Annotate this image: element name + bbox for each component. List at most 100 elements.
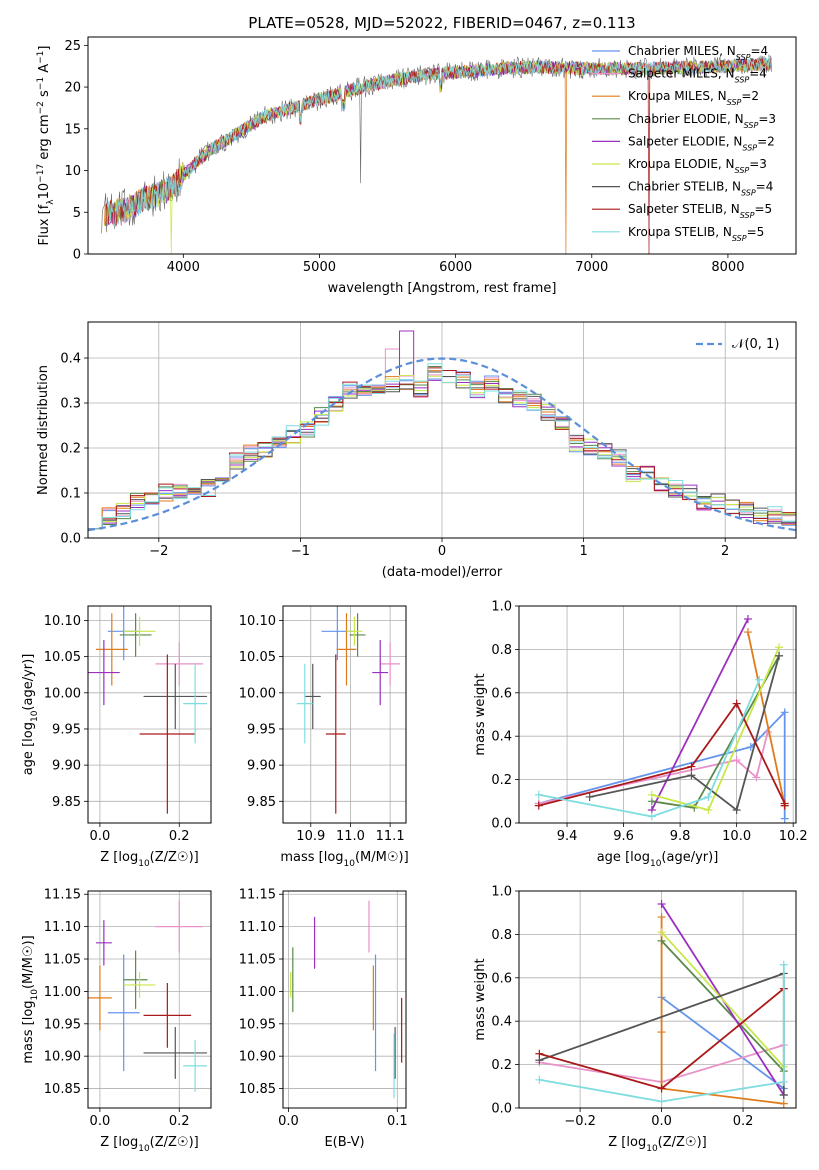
x-tick-label: −1	[291, 544, 310, 559]
axes-frame	[87, 890, 212, 1109]
y-tick-label: 11.00	[239, 985, 276, 1000]
y-tick-label: 0	[73, 248, 81, 263]
y-tick-label: 0.6	[491, 686, 512, 701]
errorbar-chabrier-stelib	[304, 663, 321, 729]
y-axis-label: mass weight	[473, 958, 488, 1040]
errorbar-kroupa-stelib	[183, 1039, 208, 1092]
x-tick-label: 0.0	[278, 1114, 299, 1129]
y-axis-label: Flux [fλ10−17 erg cm−2 s−1 A−1]	[36, 46, 56, 246]
y-tick-label: 0.6	[491, 971, 512, 986]
series-line	[650, 618, 749, 811]
y-tick-label: 10	[64, 164, 81, 179]
y-tick-label: 9.95	[52, 722, 81, 737]
data-point	[657, 1084, 666, 1093]
data-point	[657, 936, 666, 945]
y-tick-label: 11.05	[239, 953, 276, 968]
errorbar-kroupa-miles	[336, 613, 357, 686]
errorbar-chabrier-stelib	[143, 663, 208, 729]
x-tick-label: 9.8	[670, 829, 691, 844]
x-axis-label: Z [log10(Z/Z☉)]	[100, 1135, 198, 1154]
x-axis-label: E(B-V)	[324, 1135, 364, 1150]
figure-title: PLATE=0528, MJD=52022, FIBERID=0467, z=0…	[248, 14, 635, 32]
errorbar-chabrier-miles	[107, 954, 140, 1072]
y-tick-label: 0.0	[491, 817, 512, 832]
x-tick-label: 2	[721, 544, 729, 559]
weight-line-kroupa-elodie	[647, 643, 784, 814]
x-axis-label: Z [log10(Z/Z☉)]	[608, 1135, 706, 1154]
y-tick-label: 9.90	[247, 759, 276, 774]
spectrum-lines	[101, 54, 772, 254]
spectrum-legend: Chabrier MILES, NSSP=4 Salpeter MILES, NS…	[592, 44, 776, 242]
x-tick-label: 7000	[575, 260, 608, 275]
y-tick-label: 10.05	[44, 650, 81, 665]
data-point	[534, 790, 543, 799]
errorbars	[296, 606, 401, 814]
weight-lines	[534, 615, 789, 823]
data-point	[535, 1049, 544, 1058]
data-point	[657, 900, 666, 909]
normal-curve	[88, 357, 796, 532]
series-line	[661, 996, 785, 1090]
data-point	[657, 1028, 666, 1037]
legend-label: Salpeter STELIB, NSSP=5	[628, 202, 772, 220]
errorbar-kroupa-elodie	[123, 971, 156, 998]
panel-weight_vs_age: 9.4 9.6 9.8 10.0 10.2 0.0 0.2 0.4 0.6 0.8 1.0 age […	[473, 600, 808, 870]
y-tick-label: 11.10	[239, 920, 276, 935]
x-axis-label: mass [log10(M/M☉)]	[280, 850, 408, 869]
x-tick-label: −0.2	[564, 1114, 596, 1129]
data-point	[780, 708, 789, 717]
x-tick-label: 11.1	[376, 829, 405, 844]
x-tick-label: 0.1	[387, 1114, 408, 1129]
y-tick-label: 0.8	[491, 928, 512, 943]
data-point	[657, 928, 666, 937]
data-point	[535, 1075, 544, 1084]
x-tick-label: 11.0	[336, 829, 365, 844]
errorbar-chabrier-stelib	[143, 1027, 208, 1079]
y-tick-label: 0.1	[60, 487, 81, 502]
errorbar-salpeter-elodie	[95, 920, 112, 966]
data-point	[647, 812, 656, 821]
y-tick-label: 5	[73, 206, 81, 221]
y-tick-label: 9.85	[247, 795, 276, 810]
x-tick-label: 1	[579, 544, 587, 559]
y-tick-label: 10.05	[239, 650, 276, 665]
y-tick-label: 0.4	[491, 1015, 512, 1030]
data-point	[743, 615, 752, 624]
x-tick-label: 0.2	[169, 829, 190, 844]
y-tick-label: 11.15	[44, 888, 81, 903]
x-tick-label: 0.2	[169, 1114, 190, 1129]
series-line	[589, 655, 780, 812]
axes-frame	[87, 321, 797, 539]
y-tick-label: 10.90	[44, 1050, 81, 1065]
legend-label: 𝒩(0, 1)	[732, 337, 779, 352]
data-point	[732, 805, 741, 814]
data-point	[704, 792, 713, 801]
y-axis-label: Normed distribution	[36, 365, 51, 495]
y-tick-label: 0.0	[60, 532, 81, 547]
data-point	[779, 960, 788, 969]
data-point	[687, 771, 696, 780]
data-point	[743, 628, 752, 637]
data-point	[534, 801, 543, 810]
y-tick-label: 0.4	[491, 730, 512, 745]
y-tick-label: 20	[64, 81, 81, 96]
errorbar-salpeter-stelib	[325, 654, 346, 814]
axes-frame	[518, 890, 797, 1109]
legend-label: Salpeter ELODIE, NSSP=2	[628, 134, 775, 152]
y-tick-label: 9.95	[247, 722, 276, 737]
data-point	[775, 651, 784, 660]
x-axis-label: (data-model)/error	[382, 565, 503, 580]
errorbars	[88, 606, 208, 814]
legend-label: Chabrier STELIB, NSSP=4	[628, 180, 773, 198]
x-tick-label: 9.6	[613, 829, 634, 844]
errorbar-salpeter-elodie	[88, 639, 120, 706]
x-tick-label: 10.2	[779, 829, 808, 844]
data-point	[779, 1099, 788, 1108]
errorbar-salpeter-miles	[155, 900, 204, 953]
weight-line-kroupa-miles	[743, 628, 789, 810]
x-tick-label: −2	[149, 544, 168, 559]
y-tick-label: 10.10	[239, 614, 276, 629]
x-tick-label: 6000	[439, 260, 472, 275]
legend-label: Kroupa MILES, NSSP=2	[628, 89, 759, 107]
panel-weight_vs_Z: −0.2 0.0 0.2 0.0 0.2 0.4 0.6 0.8 1.0 Z [log10(Z/Z…	[473, 885, 797, 1154]
